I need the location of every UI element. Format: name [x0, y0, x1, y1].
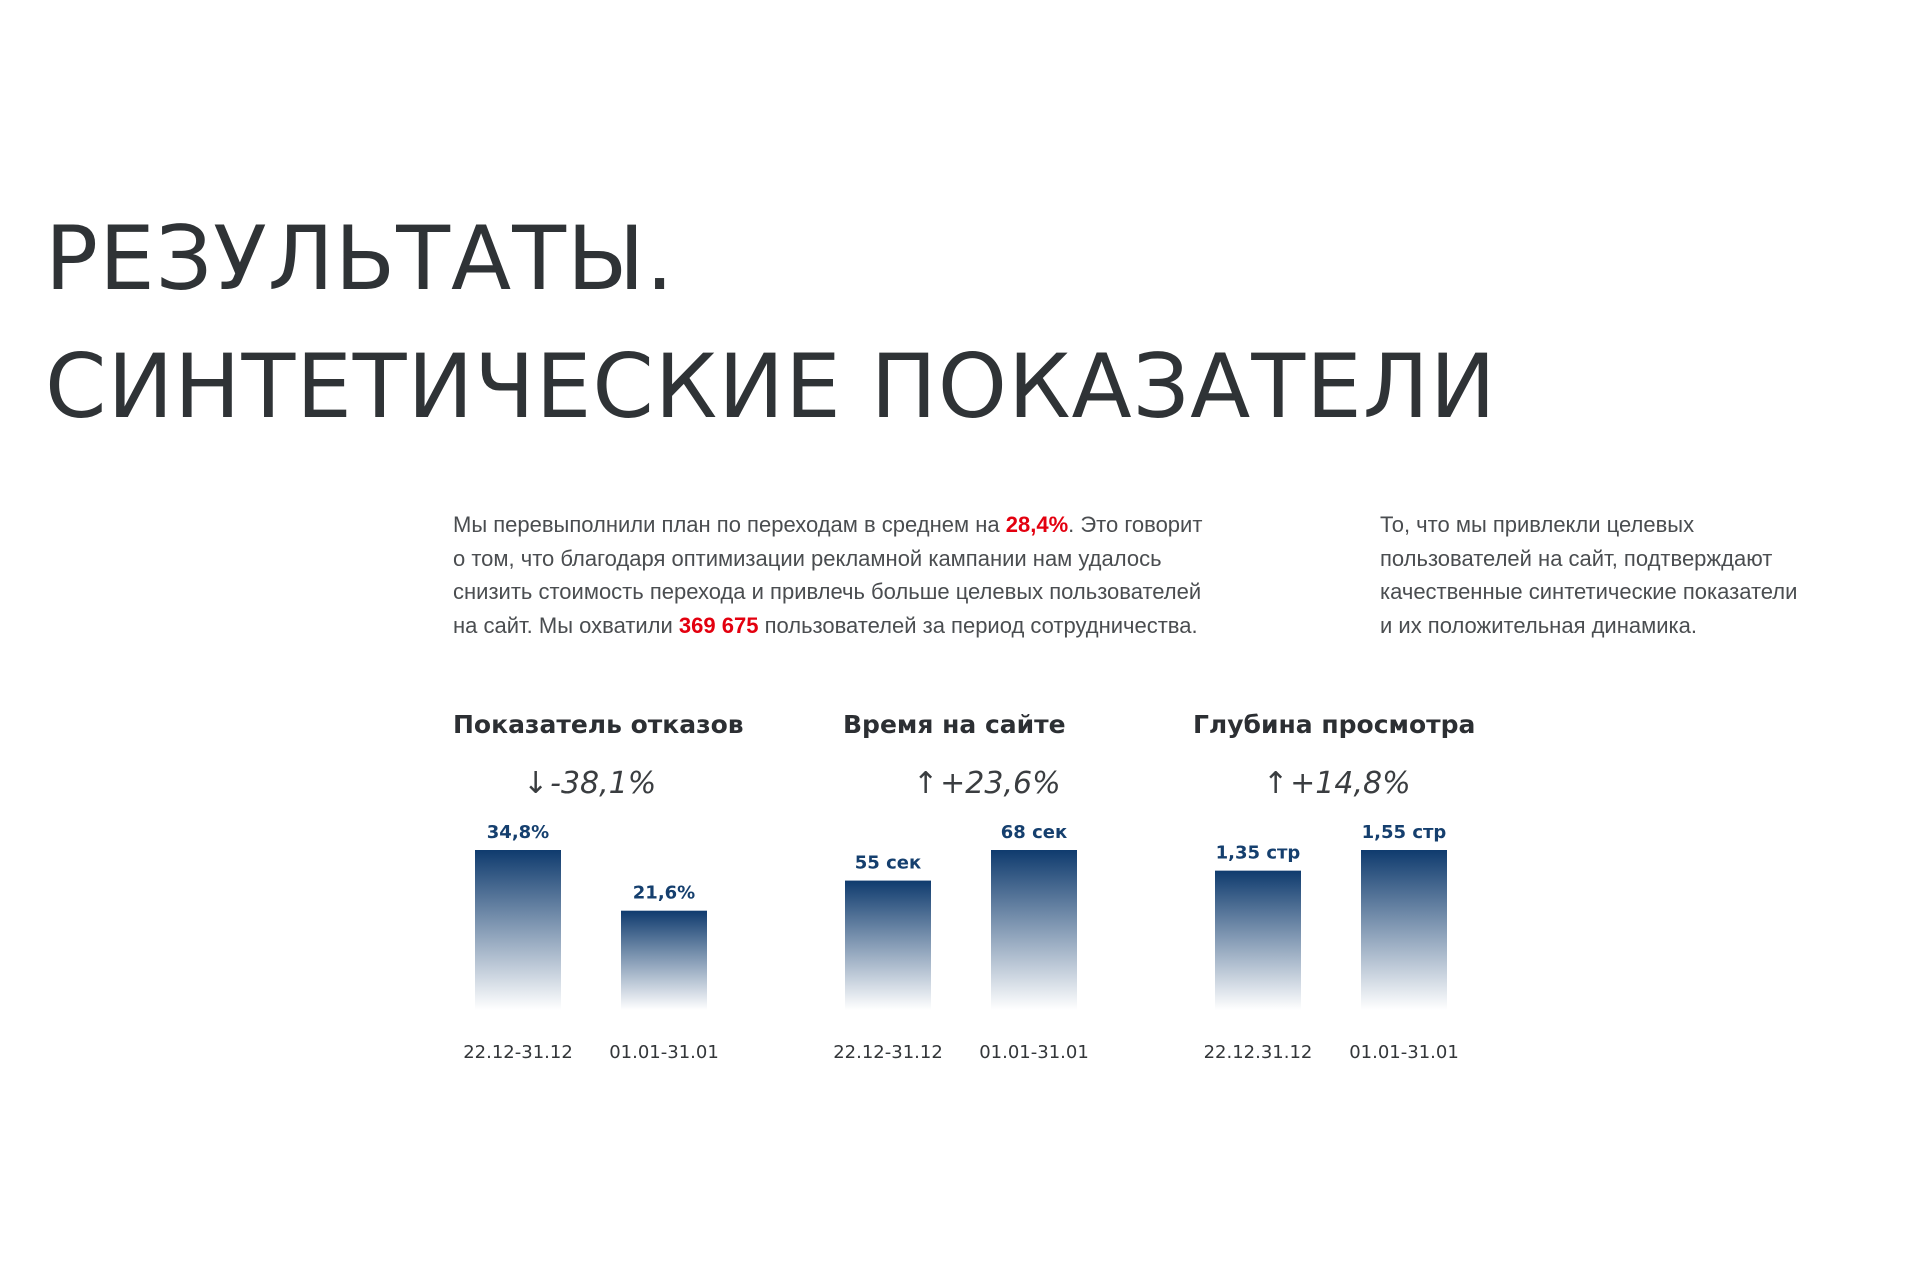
chart-change: ↑+23,6%: [913, 766, 1061, 801]
intro-right-line-1: То, что мы привлекли целевых: [1380, 512, 1695, 537]
plan-overfulfilment-value: 28,4%: [1005, 512, 1069, 537]
x-tick-label: 22.12.31.12: [1204, 1042, 1313, 1063]
x-tick-label: 01.01-31.01: [1349, 1042, 1459, 1063]
intro-right-line-4: и их положительная динамика.: [1380, 612, 1697, 638]
page-title-line-2: СИНТЕТИЧЕСКИЕ ПОКАЗАТЕЛИ: [45, 335, 1497, 438]
page-depth-chart: Глубина просмотра ↑+14,8% 1,35 стр 22.12.…: [1193, 710, 1523, 1130]
bar-value-label: 34,8%: [487, 822, 549, 843]
intro-left-text: . Это говорит: [1068, 512, 1203, 537]
arrow-up-icon: ↑: [1263, 766, 1289, 801]
chart-title: Глубина просмотра: [1193, 710, 1476, 739]
intro-right-line-2: пользователей на сайт, подтверждают: [1380, 545, 1773, 571]
arrow-down-icon: ↓: [523, 766, 549, 801]
intro-left-text: пользователей за период сотрудничества.: [758, 612, 1198, 638]
intro-left-text: на сайт. Мы охватили: [453, 612, 679, 638]
bar: [1361, 850, 1447, 1010]
arrow-up-icon: ↑: [913, 766, 939, 801]
intro-left-line-2: о том, что благодаря оптимизации рекламн…: [453, 545, 1162, 571]
bar: [845, 880, 931, 1010]
bar: [991, 850, 1077, 1010]
bar: [621, 910, 707, 1010]
chart-plot: 1,35 стр 22.12.31.12 1,55 стр 01.01-31.01: [1204, 822, 1459, 1063]
chart-title: Время на сайте: [843, 710, 1066, 739]
change-value: +14,8%: [1290, 766, 1411, 801]
intro-left-line-1: Мы перевыполнили план по переходам в сре…: [453, 508, 1202, 542]
bounce-rate-chart: Показатель отказов ↓-38,1% 34,8% 22.12-31…: [453, 710, 783, 1130]
x-tick-label: 01.01-31.01: [979, 1042, 1089, 1063]
chart-change: ↑+14,8%: [1263, 766, 1411, 801]
intro-left-line-4: на сайт. Мы охватили 369 675 пользовател…: [453, 609, 1202, 643]
page-title: РЕЗУЛЬТАТЫ. СИНТЕТИЧЕСКИЕ ПОКАЗАТЕЛИ: [45, 195, 1497, 451]
intro-paragraph-left: Мы перевыполнили план по переходам в сре…: [453, 508, 1202, 642]
x-tick-label: 22.12-31.12: [833, 1042, 943, 1063]
change-value: -38,1%: [550, 766, 657, 801]
chart-change: ↓-38,1%: [523, 766, 656, 801]
intro-left-line-3: снизить стоимость перехода и привлечь бо…: [453, 579, 1202, 604]
intro-paragraph-right: То, что мы привлекли целевых пользовател…: [1380, 508, 1797, 642]
bar-value-label: 68 сек: [1001, 822, 1067, 843]
bar: [475, 850, 561, 1010]
chart-title: Показатель отказов: [453, 710, 744, 739]
time-on-site-chart: Время на сайте ↑+23,6% 55 сек 22.12-31.12…: [833, 710, 1173, 1130]
reach-users-value: 369 675: [678, 612, 759, 638]
change-value: +23,6%: [940, 766, 1061, 801]
x-tick-label: 01.01-31.01: [609, 1042, 719, 1063]
bar: [1215, 870, 1301, 1010]
intro-left-text: Мы перевыполнили план по переходам в сре…: [453, 512, 1006, 537]
bar-value-label: 1,35 стр: [1216, 843, 1301, 864]
bar-value-label: 55 сек: [855, 853, 921, 874]
intro-right-line-3: качественные синтетические показатели: [1380, 579, 1798, 604]
page-title-line-1: РЕЗУЛЬТАТЫ.: [45, 207, 675, 310]
chart-plot: 55 сек 22.12-31.12 68 сек 01.01-31.01: [833, 822, 1089, 1063]
x-tick-label: 22.12-31.12: [463, 1042, 573, 1063]
chart-plot: 34,8% 22.12-31.12 21,6% 01.01-31.01: [463, 822, 719, 1063]
bar-value-label: 1,55 стр: [1362, 822, 1447, 843]
bar-value-label: 21,6%: [633, 883, 695, 904]
